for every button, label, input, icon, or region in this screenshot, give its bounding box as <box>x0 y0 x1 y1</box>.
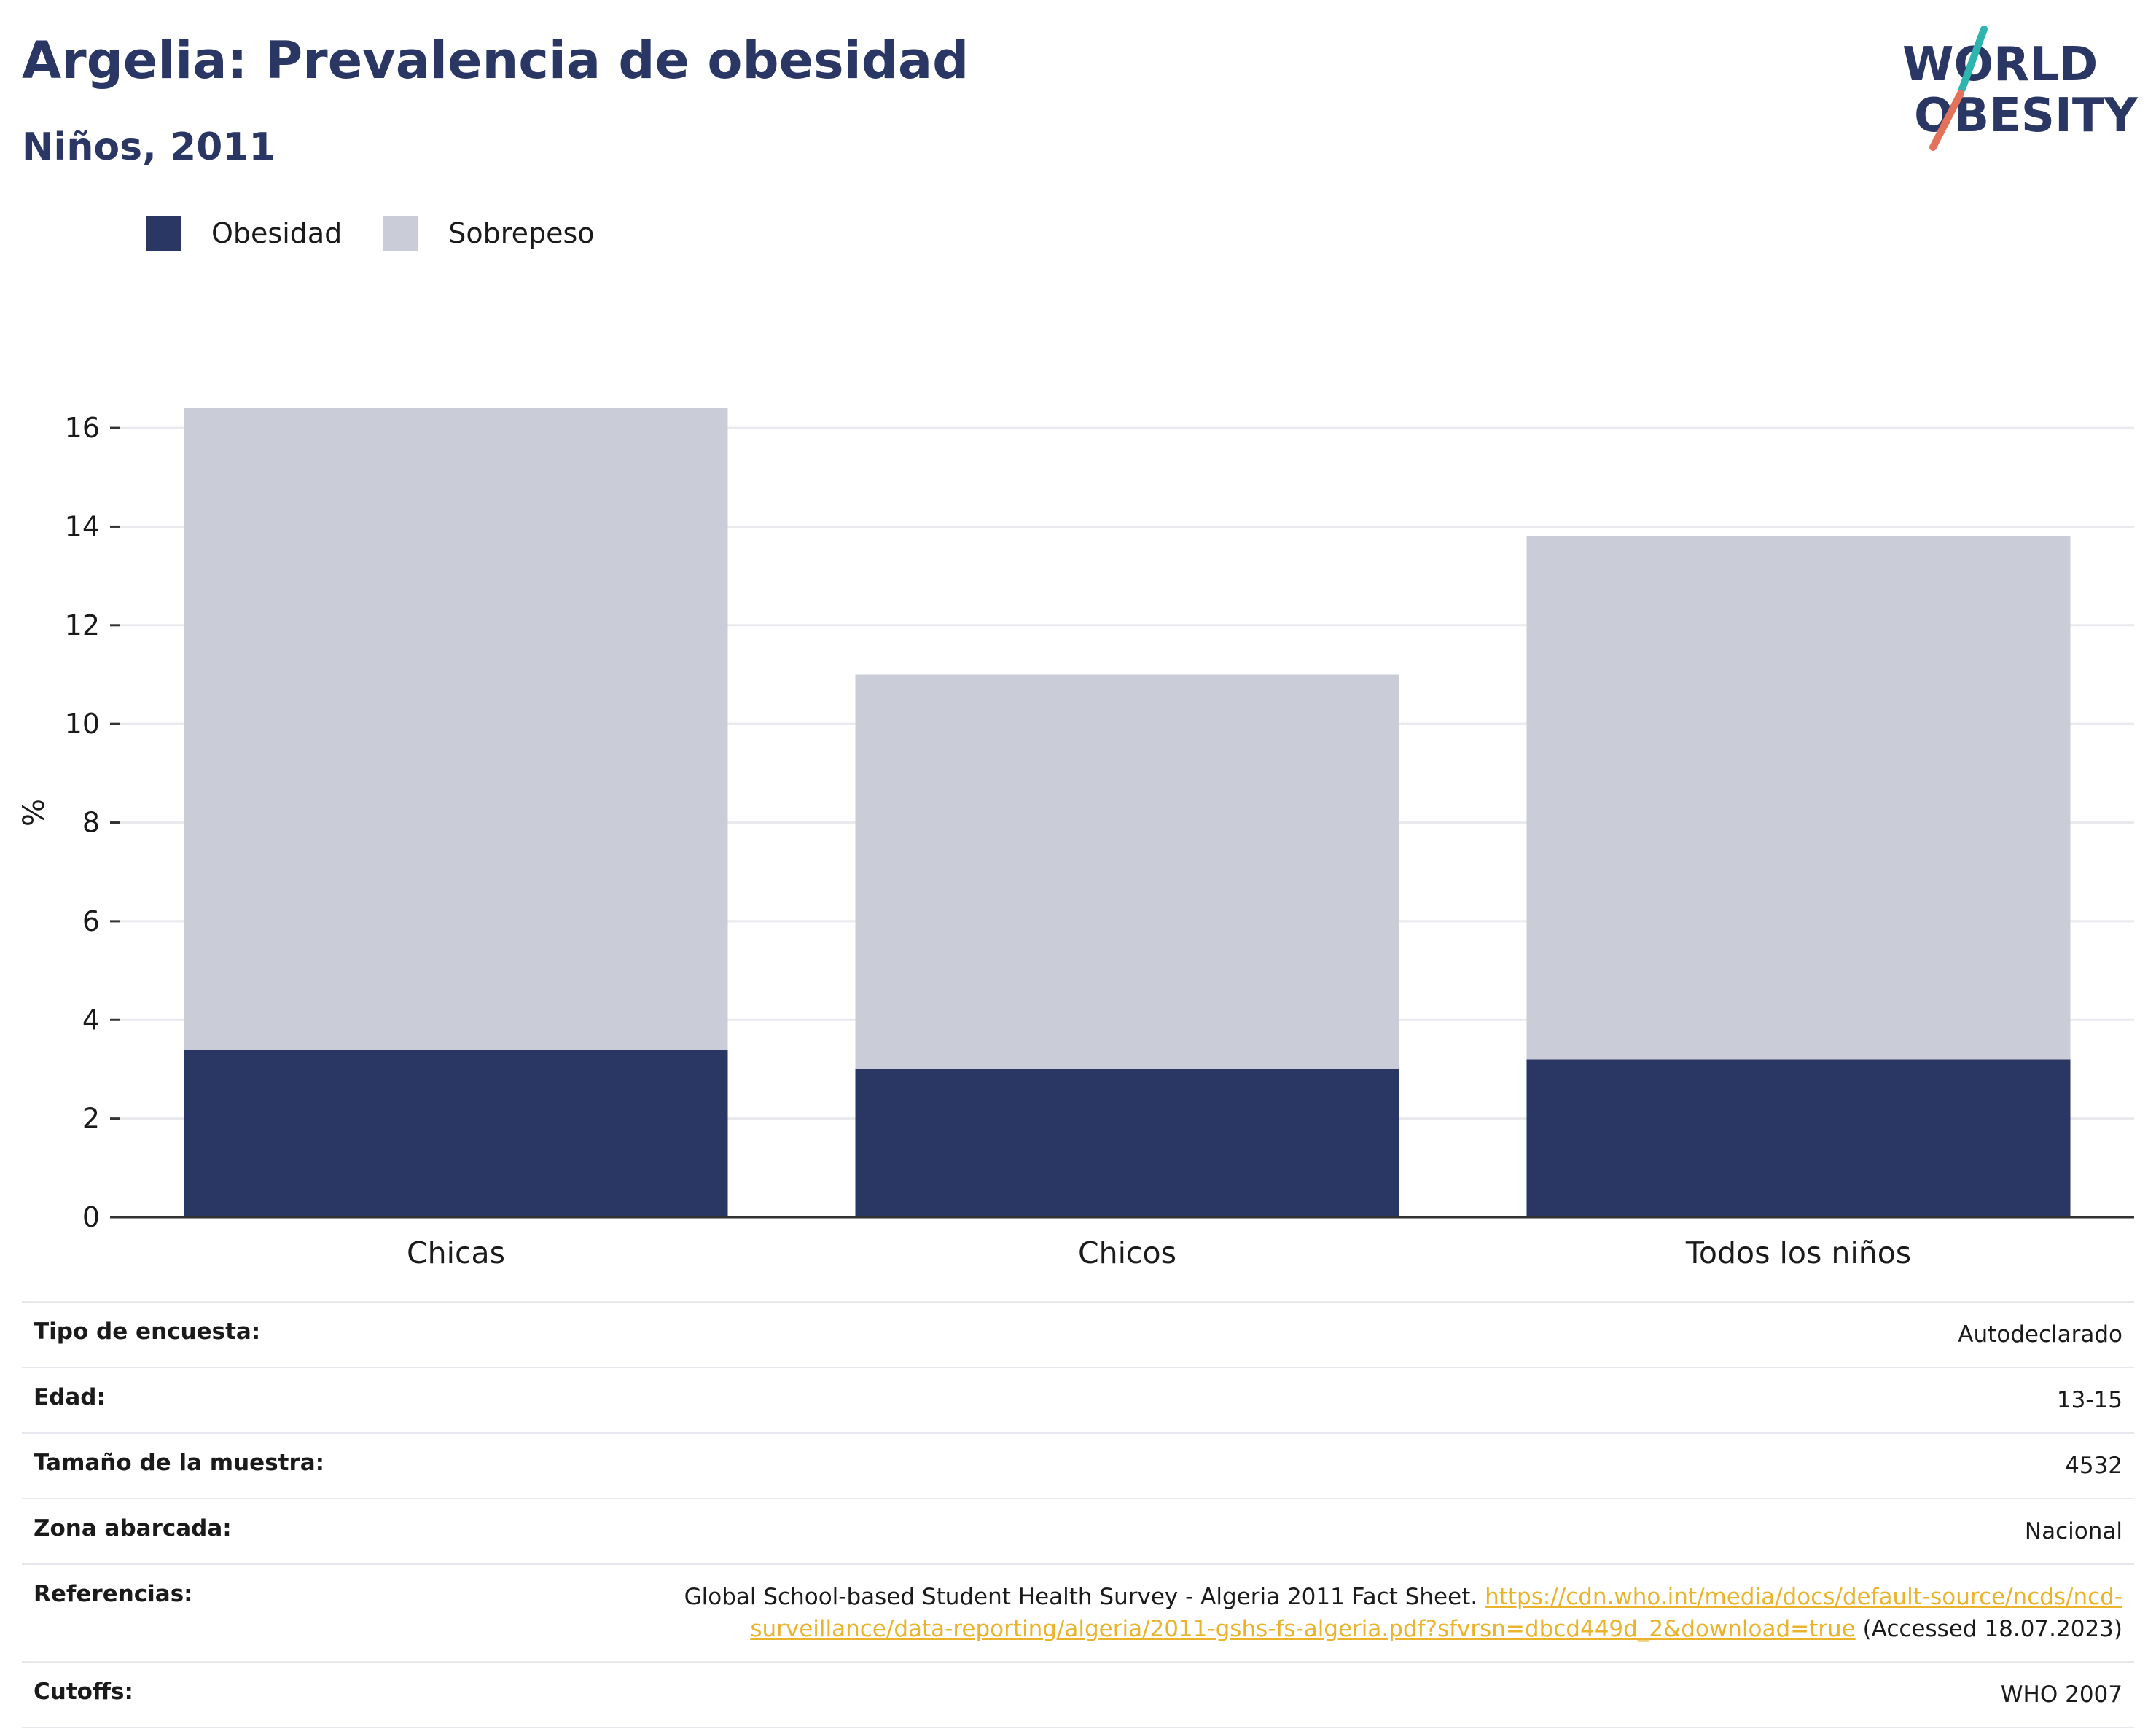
legend-swatch <box>383 216 418 251</box>
logo-line1: WORLD <box>1902 38 2098 92</box>
x-tick-label: Todos los niños <box>1685 1235 1911 1268</box>
legend-item-sobrepeso[interactable]: Sobrepeso <box>383 216 595 251</box>
chart-legend: Obesidad Sobrepeso <box>146 216 636 251</box>
y-axis-label: % <box>17 799 51 827</box>
meta-value: Autodeclarado <box>430 1300 2134 1368</box>
y-tick-label: 14 <box>65 510 100 542</box>
meta-value-references: Global School-based Student Health Surve… <box>430 1563 2134 1663</box>
logo-teal-slash <box>1958 26 1988 93</box>
world-obesity-logo: WORLD OBESITY <box>1902 26 2138 151</box>
page-title: Argelia: Prevalencia de obesidad <box>22 31 969 90</box>
bar-sobrepeso <box>1526 536 2071 1060</box>
logo-coral-slash <box>1929 90 1964 151</box>
meta-key: Zona abarcada: <box>22 1498 430 1565</box>
y-tick-label: 4 <box>82 1004 100 1036</box>
table-row: Edad: 13-15 <box>22 1367 2134 1434</box>
x-tick-label: Chicas <box>407 1235 505 1268</box>
page-subtitle: Niños, 2011 <box>22 125 276 169</box>
meta-key: Tamaño de la muestra: <box>22 1432 430 1499</box>
reference-link-line2: surveillance/data-reporting/algeria/2011… <box>750 1616 1856 1643</box>
meta-value: WHO 2007 <box>430 1661 2134 1729</box>
x-tick-label: Chicos <box>1078 1235 1176 1268</box>
y-tick-label: 12 <box>65 609 100 641</box>
table-row: Tipo de encuesta: Autodeclarado <box>22 1300 2134 1368</box>
table-row: Referencias: Global School-based Student… <box>22 1563 2134 1663</box>
bar-obesidad <box>184 1049 728 1217</box>
bar-obesidad <box>855 1069 1399 1217</box>
y-tick-label: 6 <box>82 905 100 937</box>
reference-accessed: (Accessed 18.07.2023) <box>1855 1616 2122 1643</box>
bar-sobrepeso <box>855 674 1399 1069</box>
legend-label: Sobrepeso <box>448 217 595 249</box>
y-tick-label: 2 <box>82 1103 100 1135</box>
y-tick-label: 8 <box>82 807 100 839</box>
y-tick-label: 16 <box>65 412 100 444</box>
y-tick-label: 10 <box>65 708 100 740</box>
bar-sobrepeso <box>184 408 728 1050</box>
reference-link[interactable]: https://cdn.who.int/media/docs/default-s… <box>750 1584 2122 1642</box>
table-row: Tamaño de la muestra: 4532 <box>22 1432 2134 1499</box>
legend-item-obesidad[interactable]: Obesidad <box>146 216 342 251</box>
meta-value: Nacional <box>430 1498 2134 1565</box>
meta-value: 4532 <box>430 1432 2134 1499</box>
legend-swatch <box>146 216 181 251</box>
meta-key: Referencias: <box>22 1563 430 1663</box>
meta-value: 13-15 <box>430 1367 2134 1434</box>
table-row: Cutoffs: WHO 2007 <box>22 1661 2134 1729</box>
meta-key: Edad: <box>22 1367 430 1434</box>
bar-obesidad <box>1526 1059 2071 1217</box>
stacked-bar-chart: 0 2 4 6 8 10 12 14 16% Chicas Chicos Todos los niño… <box>17 408 2134 1268</box>
table-row: Zona abarcada: Nacional <box>22 1498 2134 1565</box>
legend-label: Obesidad <box>211 217 343 249</box>
meta-key: Cutoffs: <box>22 1661 430 1729</box>
reference-text: Global School-based Student Health Surve… <box>684 1584 1485 1611</box>
reference-link-line1: https://cdn.who.int/media/docs/default-s… <box>1485 1584 2122 1611</box>
metadata-table: Tipo de encuesta: Autodeclarado Edad: 13… <box>22 1300 2134 1729</box>
y-tick-label: 0 <box>82 1201 100 1233</box>
meta-key: Tipo de encuesta: <box>22 1300 430 1368</box>
